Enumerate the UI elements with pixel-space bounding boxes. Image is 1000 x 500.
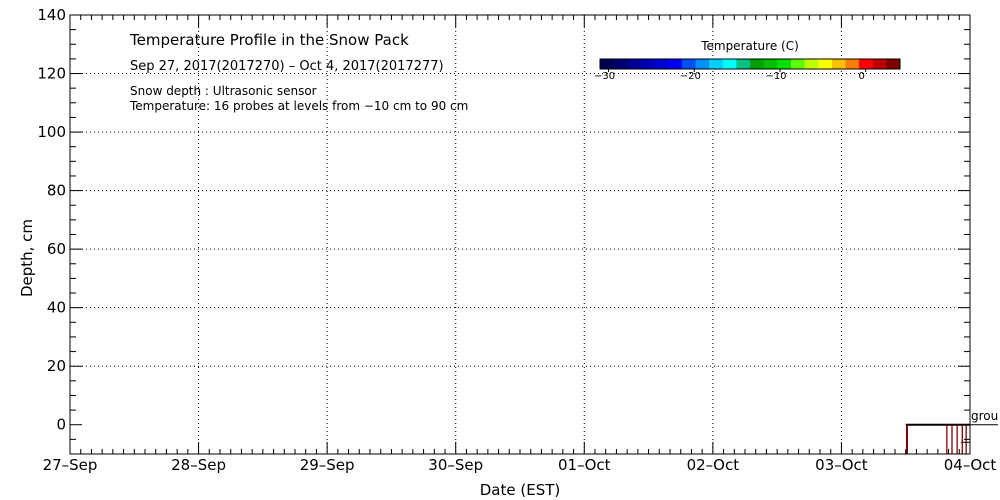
x-tick-label: 01–Oct [558, 456, 611, 474]
y-tick-label: 40 [47, 299, 66, 317]
x-tick-label: 30–Sep [428, 456, 483, 474]
colorbar-segment [763, 59, 778, 69]
y-axis-label: Depth, cm [18, 219, 36, 297]
colorbar-segment [777, 59, 792, 69]
colorbar-segment [831, 59, 846, 69]
colorbar-tick-label: −20 [680, 71, 701, 82]
x-tick-label: 29–Sep [300, 456, 355, 474]
x-axis-label: Date (EST) [480, 481, 561, 499]
colorbar-segment [804, 59, 819, 69]
x-tick-label: 03–Oct [815, 456, 868, 474]
y-tick-label: 20 [47, 357, 66, 375]
y-tick-label: 0 [56, 416, 66, 434]
x-tick-label: 04–Oct [944, 456, 997, 474]
colorbar-tick-label: −30 [594, 71, 615, 82]
colorbar-segment [613, 59, 628, 69]
colorbar-frame [599, 58, 901, 70]
y-tick-label: 100 [37, 123, 66, 141]
colorbar-segment [790, 59, 806, 69]
grid-layer [70, 15, 970, 454]
colorbar-segment [681, 59, 696, 69]
chart-subtitle: Sep 27, 2017(2017270) – Oct 4, 2017(2017… [130, 59, 444, 74]
colorbar-segment [872, 59, 887, 69]
data-layer [905, 423, 998, 454]
x-tick-label: 02–Oct [687, 456, 740, 474]
ground-label: grou [971, 409, 998, 423]
note-snow-depth: Snow depth : Ultrasonic sensor [130, 84, 317, 98]
colorbar-segment [736, 59, 751, 69]
colorbar-segment [818, 59, 833, 69]
colorbar-tick-label: 0 [859, 71, 865, 82]
colorbar-title: Temperature (C) [700, 39, 799, 53]
colorbar-segment [709, 59, 724, 69]
axes-layer: 0 20 40 60 80 100 120 140 27–Sep 28–Sep 29–Sep 30–S… [37, 6, 996, 474]
colorbar-segment [695, 59, 710, 69]
colorbar-tick-label: −10 [765, 71, 786, 82]
colorbar-segment [640, 59, 656, 69]
y-tick-label: 60 [47, 240, 66, 258]
y-tick-label: 120 [37, 65, 66, 83]
colorbar-segment [845, 59, 860, 69]
colorbar-segment [886, 59, 901, 69]
colorbar-segment [654, 59, 669, 69]
plot-frame [69, 14, 971, 455]
y-tick-label: 140 [37, 6, 66, 24]
colorbar-segment [627, 59, 642, 69]
note-temperature: Temperature: 16 probes at levels from −1… [129, 99, 468, 113]
x-tick-label: 28–Sep [171, 456, 226, 474]
y-tick-label: 80 [47, 182, 66, 200]
colorbar-segment [668, 59, 683, 69]
colorbar-segment [750, 59, 765, 69]
chart-title: Temperature Profile in the Snow Pack [129, 31, 409, 49]
colorbar-segment [722, 59, 737, 69]
colorbar-segment [600, 59, 615, 69]
x-tick-label: 27–Sep [43, 456, 98, 474]
colorbar: −30 −20 −10 0 [594, 58, 901, 82]
colorbar-segment [859, 59, 874, 69]
